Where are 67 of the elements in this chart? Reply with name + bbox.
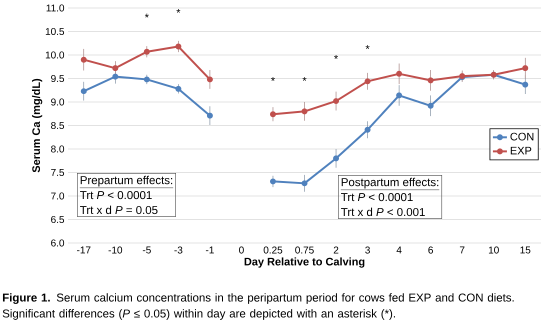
point <box>175 44 182 50</box>
point <box>175 86 182 92</box>
point <box>302 108 308 114</box>
x-tick-label: 7 <box>460 246 464 254</box>
annotation: Postpartum effects: <box>342 178 438 188</box>
x-tick-label: 15 <box>520 246 530 254</box>
point <box>333 98 340 104</box>
point <box>112 74 118 80</box>
annotation: Trt P < 0.0001 <box>341 193 413 202</box>
text: Figure 1. Serum calcium concentrations in the peripartum period for cows fed EXP and CON diets. Significant differences (P ≤ 0.05) within day are depicted with an asterisk (*). <box>2 293 514 320</box>
point <box>144 76 150 82</box>
x-tick-label: 0.75 <box>295 246 314 254</box>
point <box>206 76 213 82</box>
x-tick-label: -17 <box>77 246 90 254</box>
annotation: * <box>302 77 306 81</box>
x-tick-label: -1 <box>206 246 214 254</box>
annotation: * <box>271 77 275 81</box>
y-tick-label: 9.5 <box>51 74 64 82</box>
y-tick-label: 7.0 <box>51 192 64 200</box>
point <box>428 77 434 84</box>
x-tick-label: 6 <box>428 246 433 254</box>
point <box>206 112 213 119</box>
point <box>396 92 402 98</box>
x-tick-label: -5 <box>142 246 151 254</box>
point <box>270 111 276 118</box>
y-tick-label: 10.0 <box>46 51 64 59</box>
y-tick-label: 9.0 <box>51 98 64 106</box>
x-tick-label: 0 <box>239 246 244 254</box>
point <box>364 126 371 133</box>
point <box>364 78 371 84</box>
point <box>522 65 528 72</box>
y-tick-label: 7.5 <box>51 169 64 176</box>
annotation: Trt x d P = 0.05 <box>80 206 158 214</box>
point <box>144 48 150 55</box>
point <box>302 180 308 186</box>
y-tick-label: 11.0 <box>46 4 64 12</box>
legend-label: EXP <box>510 146 532 154</box>
point <box>112 65 118 72</box>
y-tick-label: 8.0 <box>51 145 64 153</box>
y-tick-label: 8.5 <box>51 122 64 130</box>
x-tick-label: 3 <box>365 246 370 254</box>
annotation: * <box>144 14 149 18</box>
y-tick-label: 6.0 <box>51 239 64 247</box>
annotation: Trt x d P < 0.001 <box>341 208 425 216</box>
point <box>396 70 402 77</box>
x-tick-label: 0.25 <box>264 246 282 254</box>
point <box>333 155 340 162</box>
x-tick-label: 4 <box>396 246 402 254</box>
annotation: * <box>366 45 370 49</box>
annotation: Prepartum effects: <box>80 176 172 186</box>
point <box>80 56 87 63</box>
annotation: Trt P < 0.0001 <box>80 191 152 200</box>
point <box>428 102 434 109</box>
y-tick-label: 10.5 <box>46 28 64 36</box>
x-tick-label: -10 <box>108 246 122 254</box>
x-tick-label: 2 <box>334 246 338 254</box>
y-axis-title: Serum Ca (mg/dL) <box>32 78 42 172</box>
legend-label: CON <box>510 132 534 140</box>
point <box>522 82 528 88</box>
x-axis-title: Day Relative to Calving <box>244 257 364 268</box>
point <box>80 88 87 94</box>
annotation: * <box>334 55 338 59</box>
point <box>270 178 276 184</box>
y-tick-label: 6.5 <box>51 216 64 224</box>
x-tick-label: -3 <box>174 246 182 254</box>
annotation: * <box>176 8 180 13</box>
x-tick-label: 10 <box>488 246 499 254</box>
